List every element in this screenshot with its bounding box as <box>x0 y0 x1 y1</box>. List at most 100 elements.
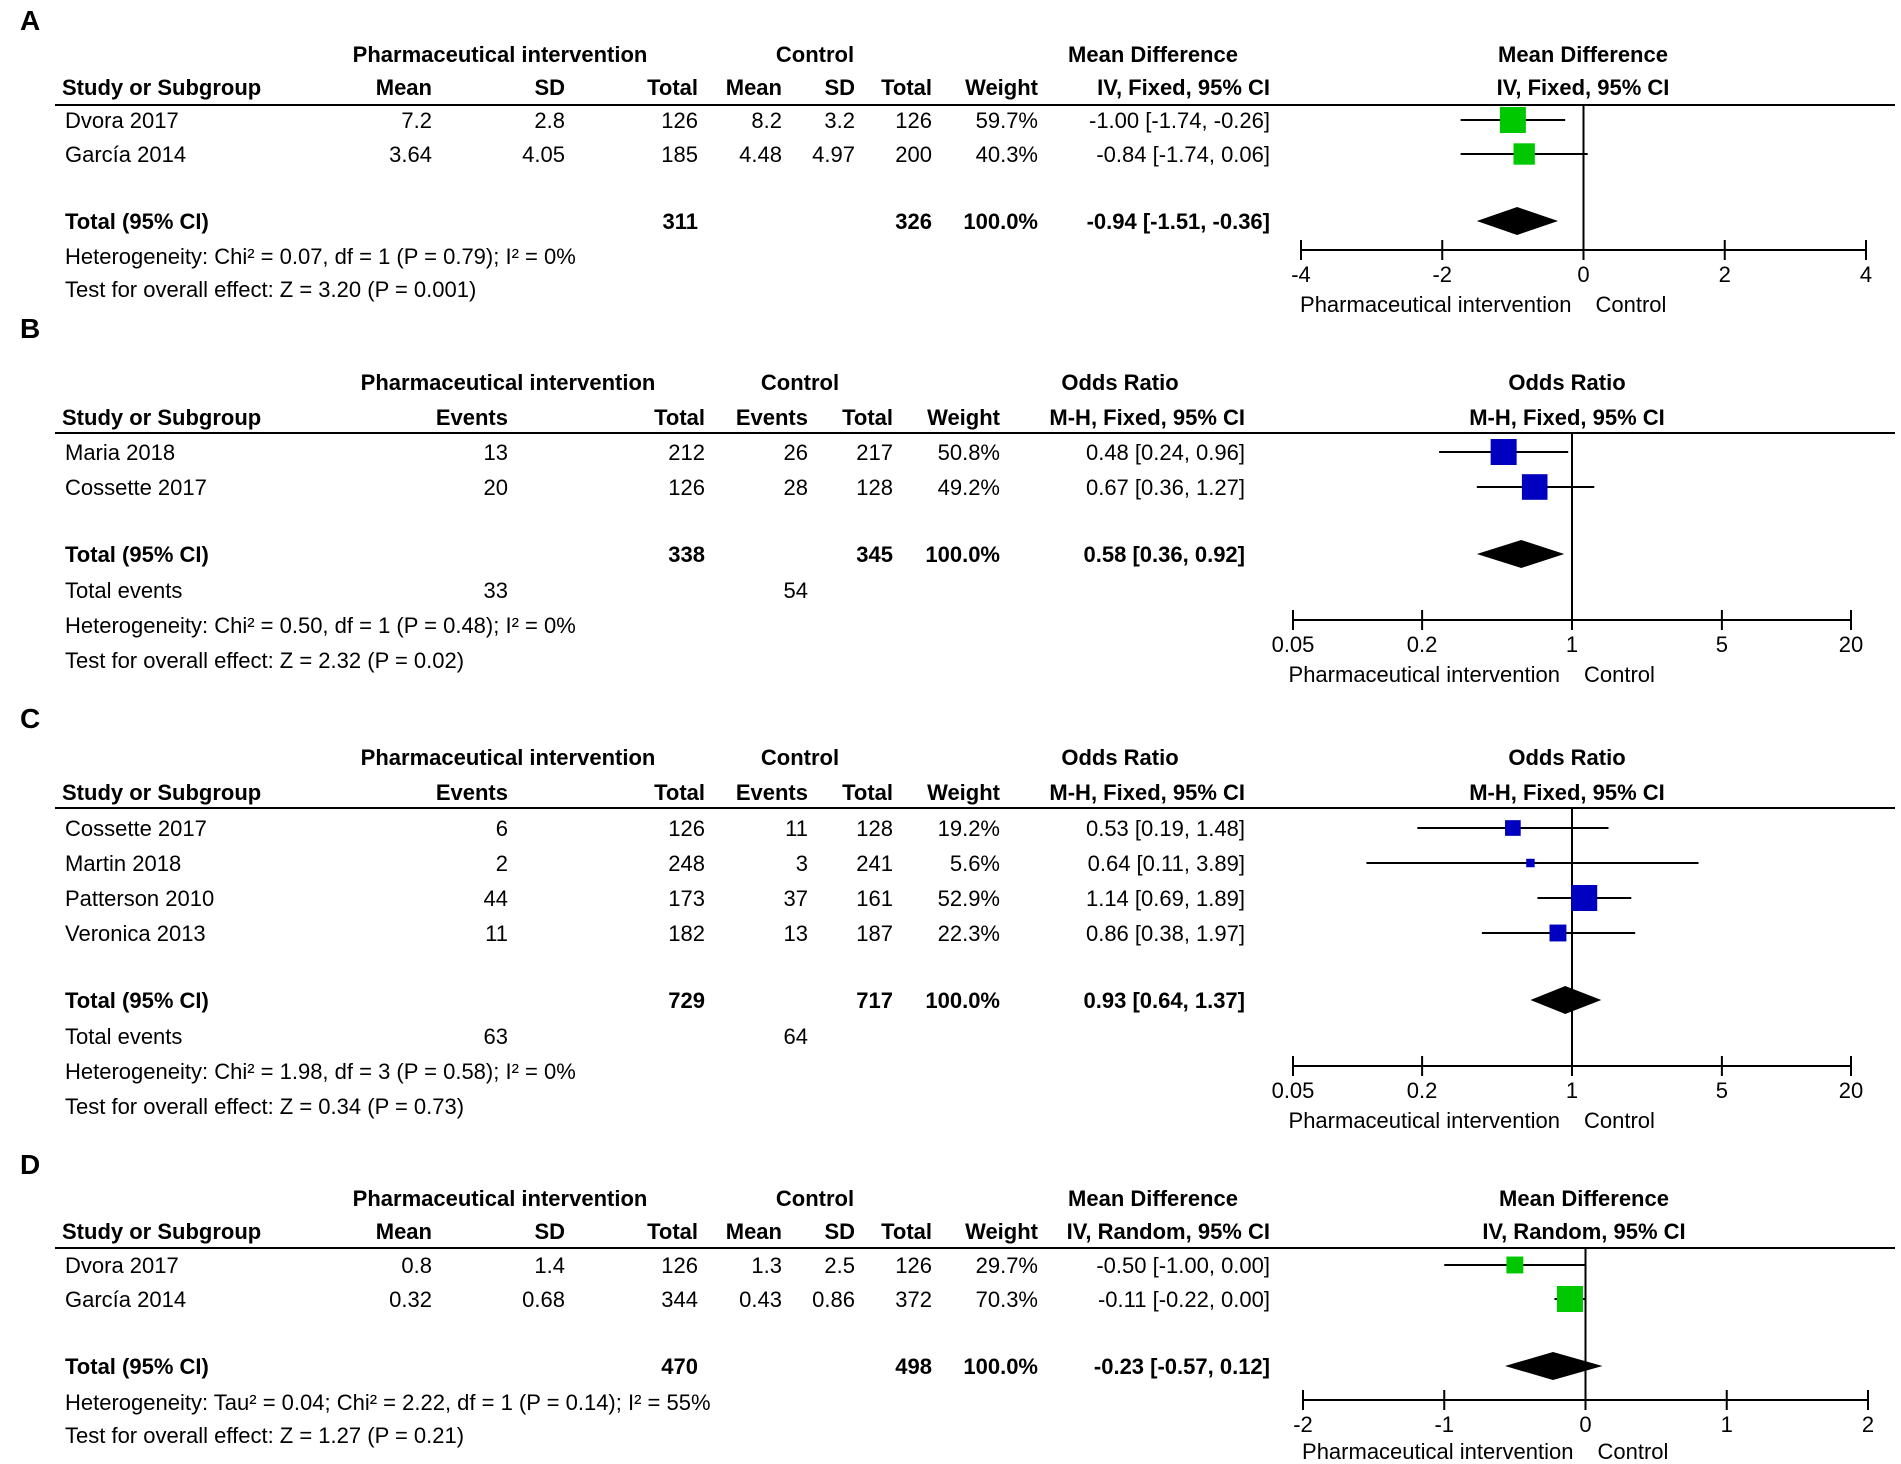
plot-method: IV, Fixed, 95% CI <box>1497 75 1670 100</box>
study-cell: 28 <box>784 475 808 500</box>
study-cell: 26 <box>784 440 808 465</box>
total-control: 345 <box>856 542 893 567</box>
study-cell: 0.43 <box>739 1287 782 1312</box>
overall-effect-text: Test for overall effect: Z = 1.27 (P = 0… <box>65 1423 464 1448</box>
study-cell: 200 <box>895 142 932 167</box>
study-cell: 126 <box>668 475 705 500</box>
plot-method: IV, Random, 95% CI <box>1482 1219 1685 1244</box>
study-row: Veronica 2013 11 182 13 187 22.3% 0.86 [0.38, … <box>65 921 1636 946</box>
plot-header: Odds Ratio <box>1508 745 1625 770</box>
study-weight: 40.3% <box>976 142 1038 167</box>
favours-left-label: Pharmaceutical intervention <box>1289 662 1560 687</box>
study-weight: 70.3% <box>976 1287 1038 1312</box>
column-header: IV, Random, 95% CI <box>1067 1219 1270 1244</box>
study-weight: 5.6% <box>950 851 1000 876</box>
column-header: Total <box>647 1219 698 1244</box>
study-weight: 52.9% <box>938 886 1000 911</box>
total-weight: 100.0% <box>963 209 1038 234</box>
heterogeneity-text: Heterogeneity: Chi² = 0.50, df = 1 (P = … <box>65 613 576 638</box>
x-tick-label: 0.05 <box>1272 1078 1315 1103</box>
column-header: Total <box>842 780 893 805</box>
panel-letter: A <box>20 5 40 36</box>
study-ci: 0.64 [0.11, 3.89] <box>1088 851 1245 876</box>
x-tick-label: 0 <box>1577 262 1589 287</box>
total-control: 326 <box>895 209 932 234</box>
study-cell: 7.2 <box>401 108 432 133</box>
study-cell: 128 <box>856 816 893 841</box>
plot-header: Mean Difference <box>1498 42 1668 67</box>
study-cell: 187 <box>856 921 893 946</box>
study-row: Dvora 2017 0.8 1.4 126 1.3 2.5 126 29.7% -0.50 [… <box>65 1253 1586 1278</box>
total-row: Total (95% CI) 338 345 100.0% 0.58 [0.36, 0.… <box>65 540 1565 568</box>
study-cell: 344 <box>661 1287 698 1312</box>
study-cell: 128 <box>856 475 893 500</box>
column-header: Events <box>736 780 808 805</box>
column-header: Mean <box>726 1219 782 1244</box>
column-header: Total <box>842 405 893 430</box>
study-weight: 22.3% <box>938 921 1000 946</box>
study-ci: -1.00 [-1.74, -0.26] <box>1089 108 1270 133</box>
study-cell: 161 <box>856 886 893 911</box>
study-ci: 0.53 [0.19, 1.48] <box>1086 816 1245 841</box>
point-estimate-square <box>1499 107 1526 133</box>
study-cell: 217 <box>856 440 893 465</box>
total-row: Total (95% CI) 729 717 100.0% 0.93 [0.64, 1.… <box>65 986 1602 1014</box>
study-name: Martin 2018 <box>65 851 181 876</box>
group-header: Pharmaceutical intervention <box>361 745 656 770</box>
total-intervention: 338 <box>668 542 705 567</box>
study-row: Maria 2018 13 212 26 217 50.8% 0.48 [0.24, 0.9… <box>65 439 1569 465</box>
overall-effect-text: Test for overall effect: Z = 2.32 (P = 0… <box>65 648 464 673</box>
study-weight: 50.8% <box>938 440 1000 465</box>
point-estimate-square <box>1506 1256 1524 1274</box>
x-tick-label: 1 <box>1566 1078 1578 1103</box>
x-tick-label: 0 <box>1579 1412 1591 1437</box>
pooled-diamond <box>1504 1352 1603 1380</box>
total-events-label: Total events <box>65 1024 182 1049</box>
favours-right-label: Control <box>1584 662 1655 687</box>
column-header: SD <box>824 75 855 100</box>
study-cell: 0.32 <box>389 1287 432 1312</box>
study-row: Dvora 2017 7.2 2.8 126 8.2 3.2 126 59.7% -1.00 [… <box>65 107 1566 133</box>
column-header: Mean <box>376 75 432 100</box>
study-cell: 4.05 <box>522 142 565 167</box>
study-name: Maria 2018 <box>65 440 175 465</box>
study-row: Cossette 2017 6 126 11 128 19.2% 0.53 [0.19, 1… <box>65 816 1609 841</box>
column-header: Total <box>647 75 698 100</box>
column-header: M-H, Fixed, 95% CI <box>1049 780 1245 805</box>
study-cell: 126 <box>661 1253 698 1278</box>
study-cell: 173 <box>668 886 705 911</box>
study-row: Martin 2018 2 248 3 241 5.6% 0.64 [0.11, 3.89] <box>65 851 1699 876</box>
effect-header: Mean Difference <box>1068 1186 1238 1211</box>
study-weight: 49.2% <box>938 475 1000 500</box>
study-cell: 6 <box>496 816 508 841</box>
study-cell: 372 <box>895 1287 932 1312</box>
forest-panel-d: D Pharmaceutical intervention Control Mean … <box>20 1149 1895 1464</box>
pooled-diamond <box>1476 207 1559 235</box>
study-cell: 13 <box>784 921 808 946</box>
favours-left-label: Pharmaceutical intervention <box>1302 1439 1573 1464</box>
study-ci: 0.48 [0.24, 0.96] <box>1086 440 1245 465</box>
column-header: Weight <box>927 405 1001 430</box>
study-weight: 29.7% <box>976 1253 1038 1278</box>
plot-method: M-H, Fixed, 95% CI <box>1469 405 1665 430</box>
x-tick-label: 2 <box>1862 1412 1874 1437</box>
x-tick-label: 20 <box>1839 632 1863 657</box>
column-header: Weight <box>927 780 1001 805</box>
study-row: García 2014 3.64 4.05 185 4.48 4.97 200 40.3% -0… <box>65 142 1588 167</box>
total-intervention: 729 <box>668 988 705 1013</box>
total-ci: 0.93 [0.64, 1.37] <box>1084 988 1245 1013</box>
panel-letter: C <box>20 703 40 734</box>
x-tick-label: 0.05 <box>1272 632 1315 657</box>
total-row: Total (95% CI) 311 326 100.0% -0.94 [-1.51, … <box>65 207 1559 235</box>
total-label: Total (95% CI) <box>65 988 209 1013</box>
favours-right-label: Control <box>1596 292 1667 317</box>
pooled-diamond <box>1476 540 1565 568</box>
total-ci: -0.23 [-0.57, 0.12] <box>1094 1354 1270 1379</box>
point-estimate-square <box>1513 143 1535 165</box>
column-header: Mean <box>726 75 782 100</box>
forest-panel-b: B Pharmaceutical intervention Control Odds … <box>20 313 1895 687</box>
study-ci: 1.14 [0.69, 1.89] <box>1086 886 1245 911</box>
point-estimate-square <box>1521 474 1548 500</box>
x-tick-label: 0.2 <box>1407 632 1438 657</box>
